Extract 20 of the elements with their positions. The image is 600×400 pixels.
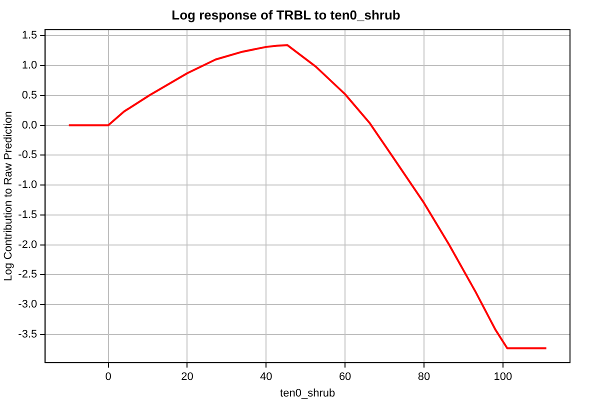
y-tick-label: -1.0 (18, 179, 38, 192)
x-tick-label: 80 (418, 371, 430, 384)
y-tick-label: 1.5 (22, 30, 38, 42)
y-tick-label: -3.0 (18, 298, 38, 311)
chart-title: Log response of TRBL to ten0_shrub (172, 7, 400, 22)
y-tick-label: 0.0 (22, 119, 38, 132)
y-tick-label: -1.5 (18, 208, 38, 221)
y-axis-title: Log Contribution to Raw Prediction (2, 111, 15, 282)
y-tick-label: -2.5 (18, 268, 38, 281)
y-tick-label: -3.5 (18, 328, 38, 341)
x-tick-label: 100 (494, 371, 512, 384)
x-axis-title: ten0_shrub (280, 387, 336, 400)
y-tick-label: -0.5 (18, 149, 38, 162)
x-tick-label: 60 (338, 371, 352, 384)
y-tick-label: -2.0 (18, 238, 38, 251)
x-tick-label: 0 (105, 371, 112, 384)
y-tick-label: 0.5 (22, 89, 38, 102)
x-tick-label: 40 (260, 371, 272, 384)
y-tick-label: 1.0 (22, 60, 38, 72)
x-tick-label: 20 (181, 371, 194, 384)
